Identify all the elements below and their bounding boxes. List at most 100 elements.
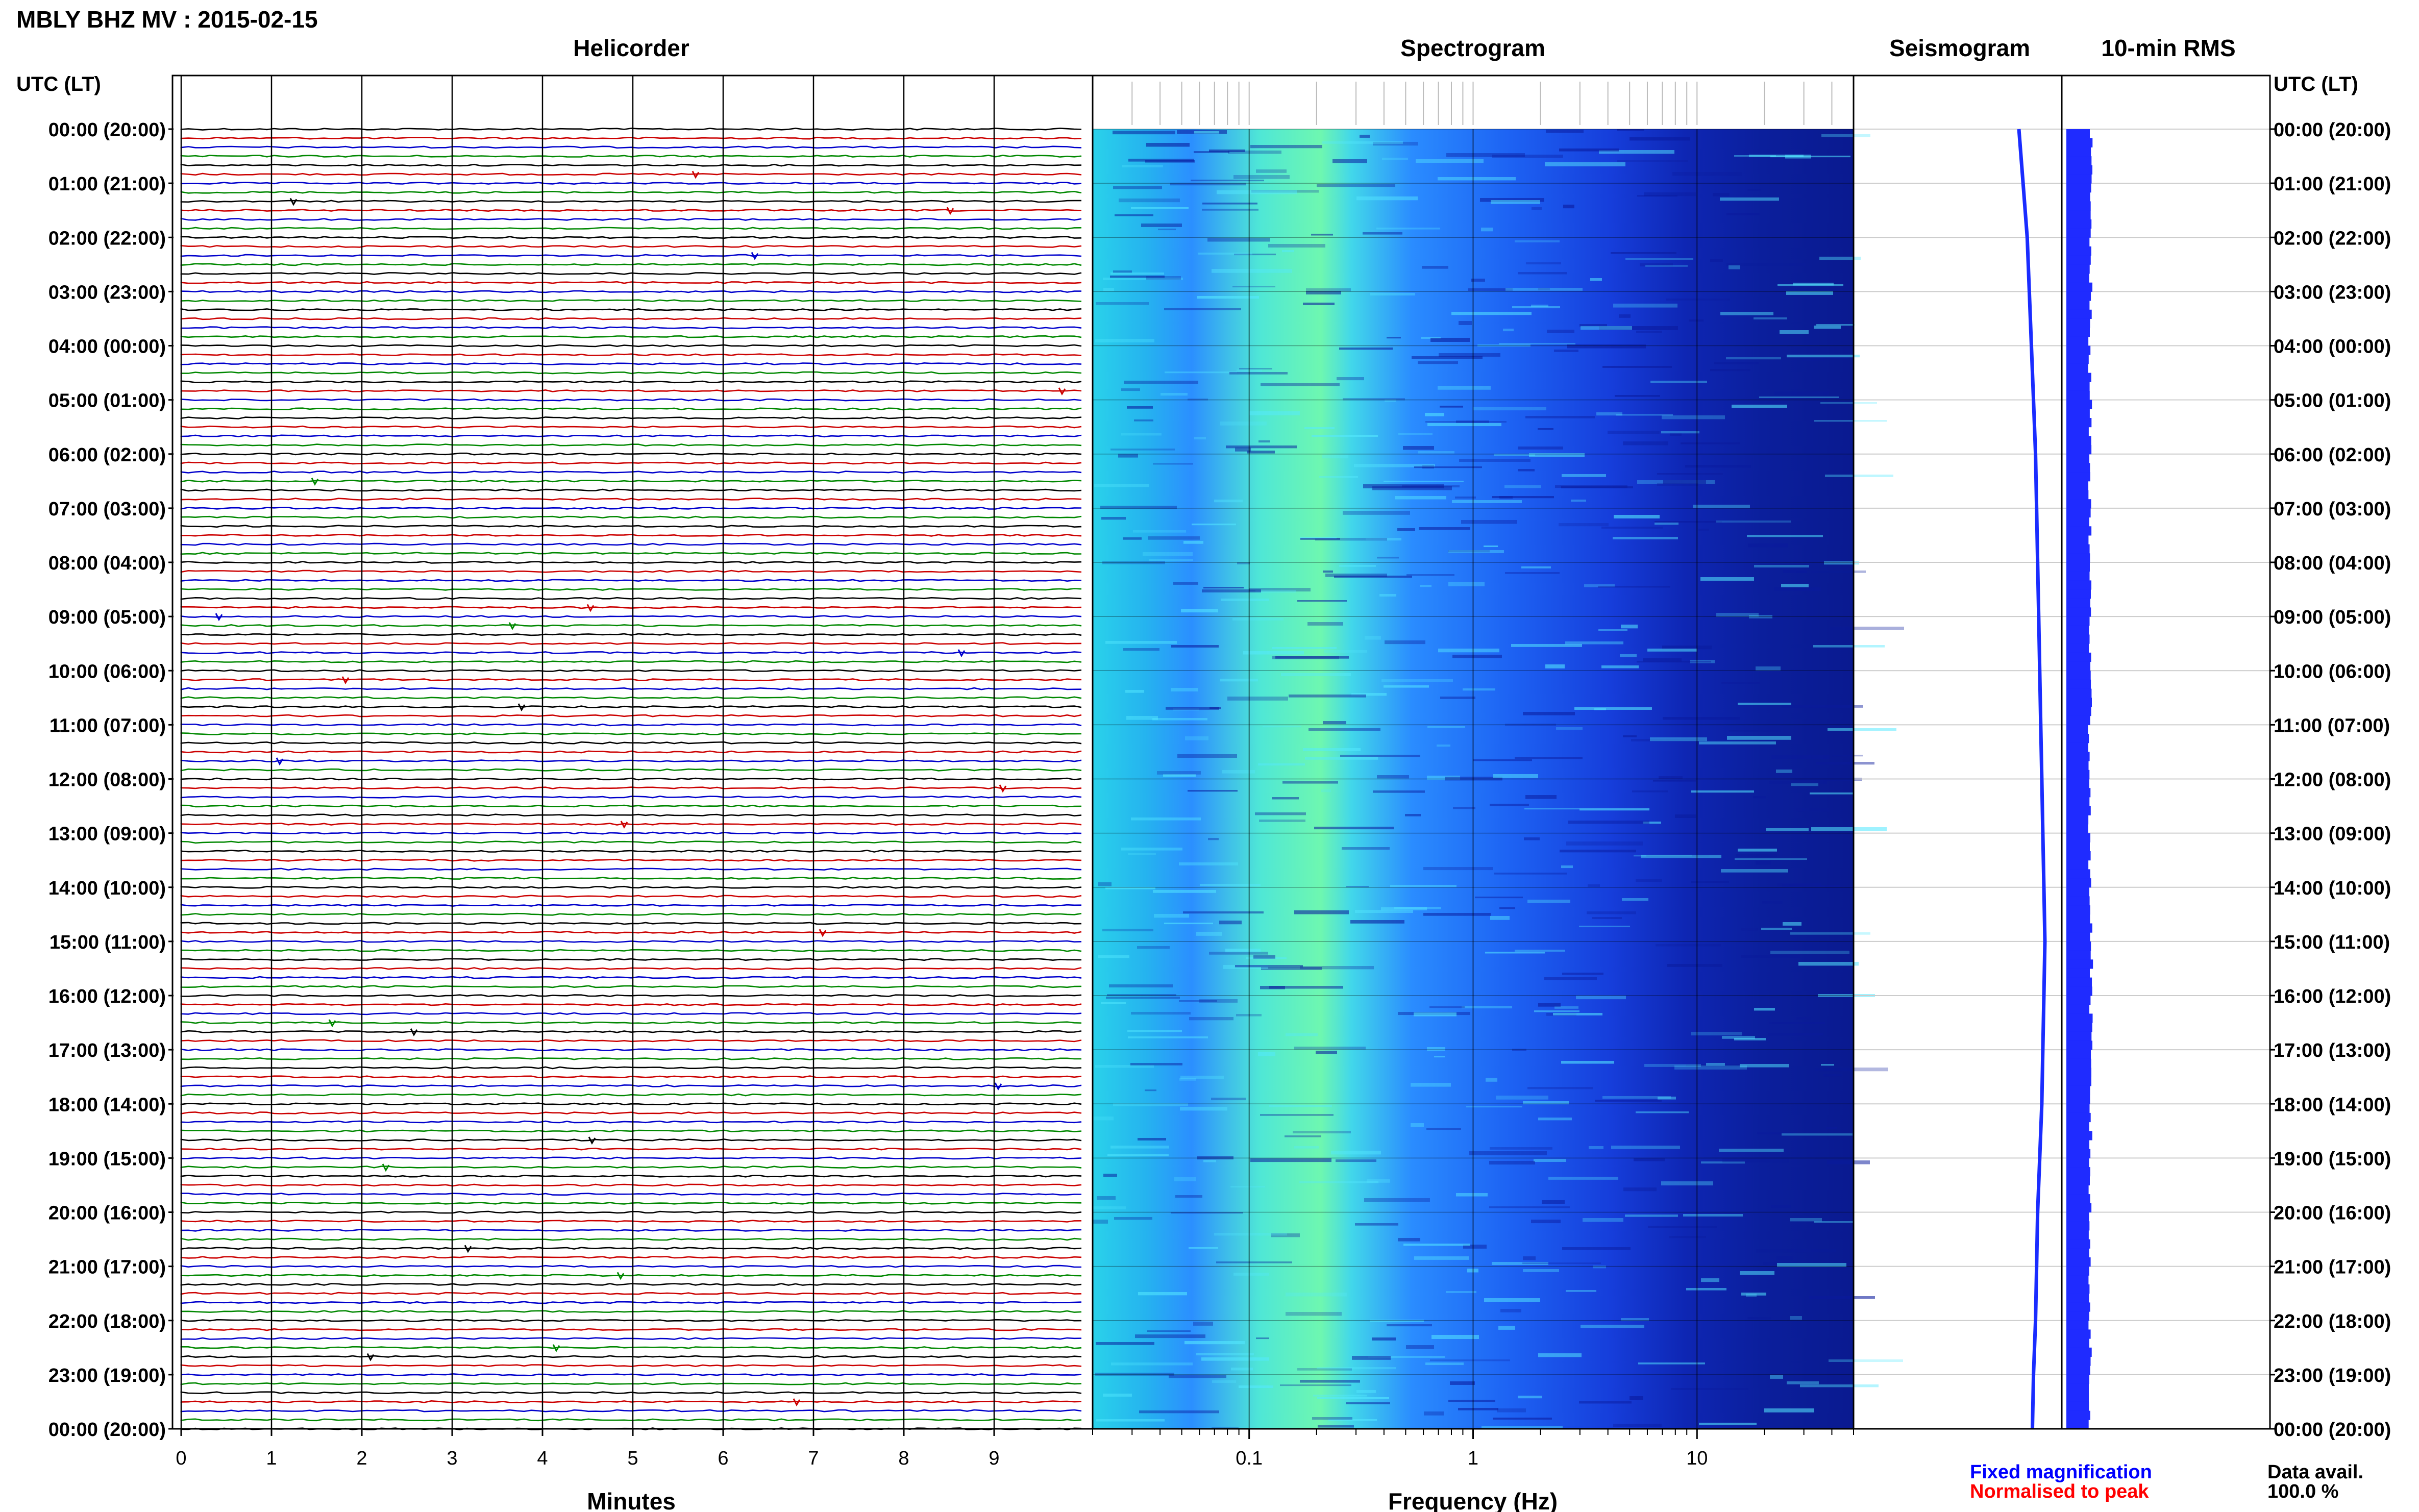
helicorder-trace — [180, 254, 1082, 257]
rms-bar — [2066, 499, 2091, 509]
rms-bar — [2066, 1401, 2089, 1411]
helicorder-trace — [180, 1201, 1082, 1205]
spectrogram-streak — [1747, 535, 1823, 537]
spectrogram-streak — [1481, 228, 1493, 232]
rms-bar — [2066, 219, 2092, 229]
spectrogram-streak — [1300, 538, 1340, 540]
spectrogram-streak — [1499, 343, 1575, 345]
rms-bar — [2066, 571, 2090, 581]
helicorder-trace — [180, 163, 1082, 167]
spectrogram-streak — [1814, 326, 1841, 329]
spectrogram-streak — [1776, 1256, 1793, 1260]
spectrogram-streak — [1113, 131, 1175, 135]
rms-bar — [2066, 652, 2091, 662]
spectrogram-streak — [1816, 885, 1840, 887]
helicorder-trace — [180, 1391, 1082, 1395]
spectrogram-streak — [1617, 129, 1644, 131]
spectrogram-streak — [1360, 135, 1370, 138]
rms-bar — [2066, 914, 2090, 924]
spectrogram-streak — [1505, 572, 1560, 574]
time-label-left: 01:00 (21:00) — [48, 173, 166, 195]
spectrogram-streak — [1406, 574, 1454, 576]
spectrogram-streak — [1594, 708, 1606, 710]
spectrogram-streak — [1753, 796, 1766, 799]
spectrogram-streak — [1316, 1051, 1337, 1054]
minutes-axis-label: Minutes — [587, 1488, 676, 1512]
spectrogram-streak — [1414, 1256, 1469, 1260]
rms-bar — [2066, 634, 2090, 644]
spectrogram-streak — [1636, 1111, 1689, 1113]
rms-bar — [2066, 436, 2091, 445]
spectrogram-streak — [1534, 1159, 1566, 1162]
spectrogram-streak — [1246, 957, 1287, 959]
spectrogram-streak — [1542, 1200, 1565, 1204]
spectrogram-streak — [1579, 926, 1630, 928]
spectrogram-streak — [1534, 1010, 1579, 1012]
helicorder-trace — [180, 732, 1082, 735]
helicorder-trace — [180, 569, 1082, 573]
helicorder-event — [1058, 387, 1066, 396]
time-label-right: 16:00 (12:00) — [2274, 986, 2391, 1007]
spectrogram-streak — [1448, 550, 1504, 553]
spectrogram-streak — [1524, 808, 1579, 810]
rms-bar — [2066, 508, 2091, 518]
spectrogram-streak — [1759, 396, 1839, 399]
spectrogram-streak — [1184, 1341, 1245, 1345]
spectrogram-streak — [1532, 207, 1542, 210]
spectrogram-streak — [1237, 562, 1250, 564]
helicorder-trace — [180, 1418, 1082, 1422]
spectrogram-streak — [1616, 414, 1673, 416]
rms-bar — [2066, 336, 2089, 346]
spectrogram-streak — [1314, 827, 1394, 830]
helicorder-trace — [180, 542, 1082, 546]
spectrogram-streak — [1249, 588, 1311, 592]
spectrogram-streak — [1272, 647, 1337, 649]
spectrogram-streak — [1423, 913, 1491, 916]
time-label-left: 13:00 (09:00) — [48, 824, 166, 845]
spectrogram-streak — [1138, 1138, 1166, 1141]
spectrogram-streak — [1701, 1161, 1745, 1164]
time-label-right: 19:00 (15:00) — [2274, 1148, 2391, 1170]
rms-bar — [2066, 1329, 2091, 1339]
helicorder-title: Helicorder — [573, 35, 689, 61]
rms-bar — [2066, 589, 2091, 599]
spectrogram-streak — [1309, 728, 1380, 731]
spectrogram-streak — [1304, 427, 1335, 430]
spectrogram-streak — [1802, 359, 1824, 361]
spectrogram-streak — [1379, 594, 1396, 597]
spectrogram-streak — [1468, 288, 1513, 291]
spectrogram-streak — [1480, 198, 1544, 202]
helicorder-trace — [180, 335, 1082, 338]
spectrogram-streak — [1135, 1334, 1205, 1339]
spectrogram-streak — [1811, 827, 1887, 831]
spectrogram-streak — [1164, 923, 1213, 925]
spectrogram-streak — [1827, 1160, 1870, 1164]
spectrogram-streak — [1105, 641, 1177, 644]
helicorder-trace — [180, 425, 1082, 429]
spectrogram-streak — [1690, 660, 1715, 663]
helicorder-trace — [180, 1193, 1082, 1196]
spectrogram-streak — [1211, 1098, 1246, 1101]
spectrogram-streak — [1336, 1159, 1376, 1162]
spectrogram-streak — [1414, 466, 1482, 468]
spectrogram-streak — [1816, 324, 1855, 326]
spectrogram-streak — [1122, 165, 1163, 167]
spectrogram-streak — [1209, 150, 1245, 152]
spectrogram-streak — [1741, 928, 1758, 931]
spectrogram-streak — [1416, 159, 1484, 163]
spectrogram-streak — [1294, 1146, 1319, 1149]
spectrogram-streak — [1165, 371, 1237, 374]
rms-bar — [2066, 1221, 2090, 1231]
spectrogram-streak — [1710, 369, 1750, 371]
spectrogram-streak — [1281, 673, 1351, 676]
spectrogram-streak — [1568, 821, 1649, 824]
spectrogram-streak — [1355, 910, 1413, 913]
spectrogram-streak — [1523, 1269, 1559, 1272]
helicorder-trace — [180, 443, 1082, 447]
spectrogram-streak — [1545, 664, 1565, 668]
spectrogram-streak — [1641, 855, 1721, 858]
spectrogram-streak — [1738, 703, 1791, 705]
helicorder-trace — [180, 1166, 1082, 1169]
